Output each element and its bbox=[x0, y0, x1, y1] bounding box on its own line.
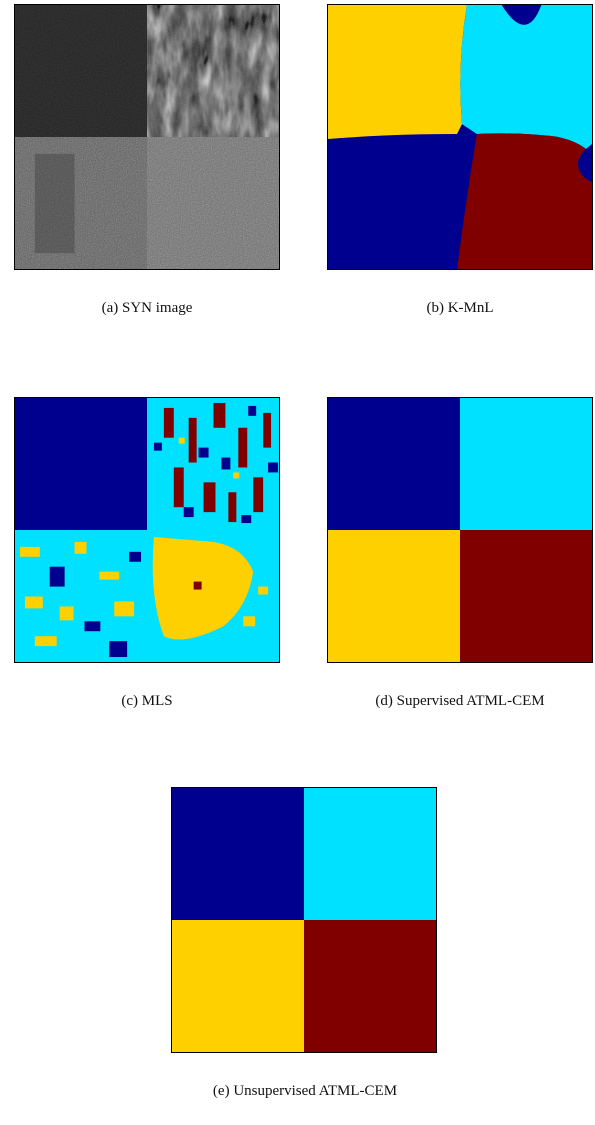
speckle-bottom-right bbox=[152, 536, 254, 640]
quadrant-bottom-right bbox=[304, 920, 436, 1052]
class-region-navy-edge bbox=[577, 143, 592, 182]
quadrant-top-left bbox=[172, 788, 304, 920]
caption-b: (b) K-MnL bbox=[426, 300, 494, 316]
class-region-yellow bbox=[328, 5, 467, 139]
panel-supervised-atml-cem bbox=[327, 397, 593, 663]
supervised-atml-cem-segmentation bbox=[328, 398, 592, 662]
speckle-bottom-left bbox=[19, 541, 142, 658]
quadrant-bottom-left bbox=[328, 530, 460, 662]
class-region-cyan bbox=[460, 5, 592, 154]
caption-e: (e) Unsupervised ATML-CEM bbox=[212, 1083, 398, 1099]
panel-mls bbox=[14, 397, 280, 663]
quadrant-top-left bbox=[15, 398, 147, 530]
unsupervised-atml-cem-segmentation bbox=[172, 788, 436, 1052]
caption-d: (d) Supervised ATML-CEM bbox=[375, 693, 545, 709]
class-region-maroon bbox=[457, 133, 592, 269]
mls-segmentation bbox=[15, 398, 279, 662]
syn-image-graphic bbox=[15, 5, 279, 269]
class-region-navy-corner bbox=[501, 5, 542, 25]
quadrant-bottom-right bbox=[460, 530, 592, 662]
speckle-top-right bbox=[153, 402, 279, 524]
panel-syn-image bbox=[14, 4, 280, 270]
quadrant-top-right bbox=[460, 398, 592, 530]
quadrant-top-left bbox=[328, 398, 460, 530]
quadrant-bottom-left bbox=[172, 920, 304, 1052]
quadrant-top-right bbox=[304, 788, 436, 920]
panel-unsupervised-atml-cem bbox=[171, 787, 437, 1053]
caption-c: (c) MLS bbox=[121, 693, 173, 709]
panel-k-mnl bbox=[327, 4, 593, 270]
caption-a: (a) SYN image bbox=[101, 300, 193, 316]
k-mnl-segmentation bbox=[328, 5, 592, 269]
